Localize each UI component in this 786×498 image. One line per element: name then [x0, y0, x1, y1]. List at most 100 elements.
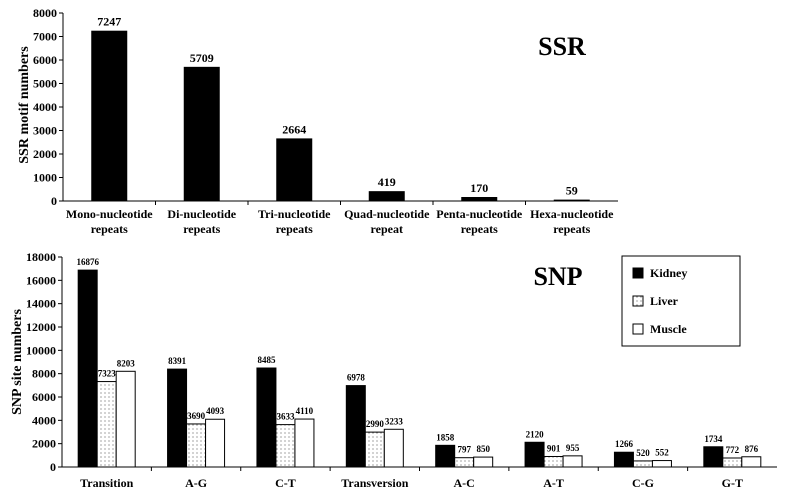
snp-data-label-muscle: 8203 — [117, 358, 136, 368]
ssr-y-tick-label: 2000 — [33, 147, 57, 161]
snp-bar-liver — [454, 457, 475, 468]
snp-y-tick-label: 12000 — [26, 320, 56, 334]
snp-category-label: A-T — [543, 476, 564, 490]
snp-title: SNP — [533, 262, 582, 291]
snp-y-tick-label: 14000 — [26, 297, 56, 311]
snp-bar-muscle — [562, 455, 583, 468]
ssr-bar — [553, 199, 590, 201]
ssr-data-label: 170 — [470, 181, 488, 195]
snp-bar-liver — [543, 455, 564, 468]
snp-data-label-kidney: 16876 — [76, 257, 99, 267]
snp-bar-kidney — [703, 446, 724, 468]
snp-bar-muscle — [205, 418, 226, 468]
snp-data-label-kidney: 6978 — [347, 373, 366, 383]
snp-data-label-liver: 520 — [636, 448, 650, 458]
snp-data-label-muscle: 4110 — [296, 406, 314, 416]
snp-y-tick-label: 10000 — [26, 343, 56, 357]
snp-category-label: C-T — [275, 476, 296, 490]
ssr-category-label: Hexa-nucleotide repeats — [530, 207, 614, 236]
snp-bar-muscle — [294, 418, 315, 468]
ssr-y-tick-label: 0 — [51, 194, 57, 208]
snp-bar-kidney — [77, 269, 98, 468]
snp-data-label-muscle: 3233 — [385, 416, 404, 426]
legend-label-muscle: Muscle — [650, 322, 687, 336]
snp-data-label-liver: 3633 — [276, 412, 295, 422]
snp-chart: SNP site numbers SNP 0 2000 4000 6000 8000 10… — [10, 250, 777, 490]
snp-legend: Kidney Liver Muscle — [621, 255, 741, 347]
snp-bar-muscle — [383, 428, 404, 468]
ssr-y-tick-label: 7000 — [33, 30, 57, 44]
ssr-data-label: 419 — [378, 175, 396, 189]
ssr-y-tick-label: 4000 — [33, 100, 57, 114]
ssr-y-tick-label: 6000 — [33, 53, 57, 67]
snp-bar-kidney — [613, 451, 634, 468]
snp-data-label-muscle: 4093 — [206, 406, 225, 416]
snp-data-label-muscle: 552 — [655, 448, 669, 458]
snp-data-label-kidney: 1858 — [436, 432, 455, 442]
ssr-y-tick-label: 5000 — [33, 77, 57, 91]
snp-y-tick-label: 16000 — [26, 273, 56, 287]
snp-bar-muscle — [651, 460, 672, 468]
snp-data-label-kidney: 8485 — [257, 355, 276, 365]
snp-data-label-muscle: 955 — [566, 443, 580, 453]
legend-swatch-liver — [632, 295, 644, 307]
snp-bar-muscle — [115, 370, 136, 468]
ssr-chart: SSR motif numbers SSR 0 1000 2000 3000 4000 5… — [17, 6, 618, 236]
snp-bar-liver — [186, 423, 207, 468]
ssr-y-axis-label: SSR motif numbers — [17, 46, 32, 164]
legend-swatch-muscle — [632, 323, 644, 335]
snp-category-label: G-T — [722, 476, 743, 490]
ssr-bar — [368, 191, 405, 201]
snp-data-label-liver: 772 — [726, 445, 740, 455]
ssr-category-label: Di-nucleotide repeats — [167, 207, 236, 236]
snp-data-label-liver: 901 — [547, 443, 561, 453]
snp-category-label: A-G — [185, 476, 207, 490]
ssr-data-label: 7247 — [97, 15, 121, 29]
snp-y-axis-label: SNP site numbers — [10, 309, 25, 415]
snp-category-label: Transversion — [341, 476, 408, 490]
ssr-title: SSR — [538, 32, 586, 61]
snp-y-tick-label: 0 — [50, 460, 56, 474]
snp-bar-kidney — [435, 444, 456, 468]
legend-label-kidney: Kidney — [650, 266, 687, 280]
snp-data-label-liver: 7323 — [98, 369, 117, 379]
snp-bar-liver — [722, 457, 743, 468]
legend-swatch-kidney — [632, 267, 644, 279]
legend-label-liver: Liver — [650, 294, 679, 308]
ssr-category-label: Mono-nucleotide repeats — [66, 207, 153, 236]
snp-y-tick-label: 2000 — [32, 437, 56, 451]
snp-bar-kidney — [345, 385, 366, 468]
snp-data-label-liver: 3690 — [187, 411, 206, 421]
snp-y-tick-label: 18000 — [26, 250, 56, 264]
snp-data-label-liver: 797 — [457, 445, 471, 455]
ssr-data-label: 59 — [566, 184, 578, 198]
ssr-category-label: Tri-nucleotide repeats — [258, 207, 331, 236]
snp-data-label-liver: 2990 — [366, 419, 385, 429]
ssr-bar — [276, 138, 313, 201]
snp-bar-liver — [96, 381, 117, 468]
snp-data-label-kidney: 1266 — [615, 439, 634, 449]
snp-category-label: Transition — [80, 476, 133, 490]
snp-bar-kidney — [524, 441, 545, 468]
snp-bar-kidney — [256, 367, 277, 468]
ssr-data-label: 5709 — [190, 51, 214, 65]
ssr-bar — [461, 197, 498, 201]
snp-bar-liver — [364, 431, 385, 468]
ssr-category-label: Penta-nucleotide repeats — [436, 207, 523, 236]
snp-bar-liver — [275, 424, 296, 468]
snp-data-label-muscle: 876 — [745, 444, 759, 454]
snp-bar-kidney — [167, 368, 188, 468]
snp-data-label-kidney: 1734 — [704, 434, 723, 444]
ssr-bar — [183, 66, 220, 201]
snp-data-label-muscle: 850 — [476, 444, 490, 454]
snp-y-tick-label: 8000 — [32, 367, 56, 381]
snp-y-tick-label: 6000 — [32, 390, 56, 404]
ssr-y-tick-label: 3000 — [33, 124, 57, 138]
ssr-bar — [91, 30, 128, 202]
ssr-category-label: Quad-nucleotide repeat — [344, 207, 430, 236]
snp-bar-muscle — [473, 456, 494, 468]
ssr-y-tick-label: 8000 — [33, 6, 57, 20]
ssr-y-tick-label: 1000 — [33, 171, 57, 185]
snp-bar-liver — [632, 460, 653, 468]
